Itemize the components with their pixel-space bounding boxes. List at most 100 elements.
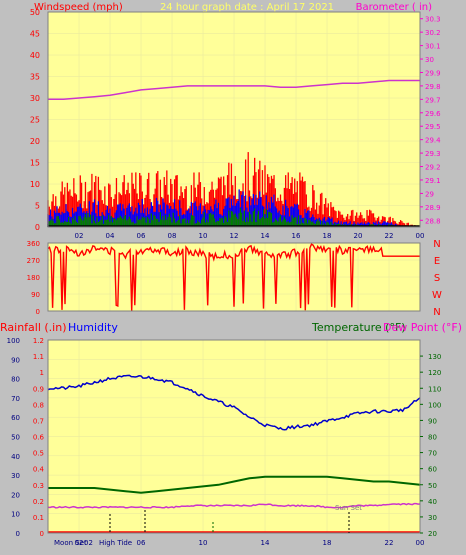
- wind-x-tick: 18: [323, 232, 332, 240]
- compass-letter: S: [434, 273, 440, 284]
- wind-x-tick: 02: [75, 232, 84, 240]
- high-tide-label: High Tide: [99, 539, 132, 547]
- temperature-y-tick: 90: [428, 417, 437, 425]
- temperature-y-tick: 130: [428, 353, 441, 361]
- wind-x-tick: 06: [137, 232, 146, 240]
- humidity-y-tick: 20: [11, 491, 20, 499]
- compass-letter: W: [432, 290, 442, 301]
- wind-x-tick: 16: [292, 232, 301, 240]
- baro-y-tick: 29.5: [425, 123, 441, 131]
- humidity-y-tick: 30: [11, 472, 20, 480]
- humidity-y-tick: 40: [11, 453, 20, 461]
- lower-x-tick: 06: [137, 539, 146, 547]
- compass-letter: N: [433, 307, 440, 318]
- baro-y-tick: 29.4: [425, 137, 441, 145]
- baro-y-tick: 29: [425, 190, 434, 198]
- baro-y-tick: 29.7: [425, 96, 441, 104]
- rainfall-axis-title: Rainfall (.in): [0, 321, 67, 334]
- temperature-y-tick: 40: [428, 498, 437, 506]
- humidity-y-tick: 0: [16, 530, 20, 538]
- baro-y-tick: 28.8: [425, 217, 441, 225]
- baro-y-tick: 30: [425, 56, 434, 64]
- rainfall-y-tick: 0.1: [33, 514, 44, 522]
- baro-y-tick: 29.6: [425, 110, 441, 118]
- wind-x-tick: 08: [168, 232, 177, 240]
- temperature-y-tick: 100: [428, 401, 441, 409]
- wind-x-tick: 20: [354, 232, 363, 240]
- rainfall-y-tick: 1: [40, 369, 44, 377]
- baro-y-tick: 30.3: [425, 16, 441, 24]
- sun-set-label: Sun Set: [335, 504, 362, 512]
- rainfall-y-tick: 0.3: [33, 482, 44, 490]
- rainfall-y-tick: 0.8: [33, 401, 44, 409]
- temperature-axis-title: Temperature (°F): [311, 321, 406, 334]
- wind-direction-line: [47, 243, 420, 311]
- direction-y-tick: 180: [27, 274, 40, 282]
- rainfall-y-tick: 0: [40, 530, 44, 538]
- baro-y-tick: 29.8: [425, 83, 441, 91]
- wind-y-tick: 45: [30, 30, 40, 39]
- humidity-y-tick: 70: [11, 395, 20, 403]
- temperature-y-tick: 80: [428, 434, 437, 442]
- rainfall-y-tick: 0.5: [33, 450, 44, 458]
- windspeed-axis-title: Windspeed (mph): [34, 2, 123, 13]
- humidity-line: [47, 374, 421, 431]
- temperature-y-tick: 70: [428, 450, 437, 458]
- moon-set-label: Moon Set: [54, 539, 87, 547]
- direction-y-tick: 90: [31, 291, 40, 299]
- wind-x-tick: 10: [199, 232, 208, 240]
- wind-y-tick: 15: [30, 159, 40, 168]
- baro-y-tick: 29.1: [425, 177, 441, 185]
- direction-y-tick: 0: [36, 308, 40, 316]
- compass-letter: E: [434, 256, 440, 267]
- baro-y-tick: 30.2: [425, 29, 441, 37]
- rainfall-y-tick: 1.1: [33, 353, 44, 361]
- lower-x-tick: 14: [261, 539, 270, 547]
- temperature-line: [48, 475, 421, 494]
- rainfall-y-tick: 0.4: [33, 466, 45, 474]
- barometer-axis-title: Barometer ( in): [356, 2, 432, 13]
- baro-y-tick: 30.1: [425, 43, 441, 51]
- wind-y-tick: 5: [35, 202, 40, 211]
- wind-y-tick: 0: [35, 223, 40, 232]
- direction-y-tick: 360: [27, 240, 40, 248]
- rainfall-y-tick: 0.7: [33, 417, 44, 425]
- lower-x-tick: 02: [75, 539, 84, 547]
- dewpoint-line: [47, 502, 421, 509]
- rainfall-y-tick: 0.6: [33, 434, 45, 442]
- wind-y-tick: 10: [30, 180, 40, 189]
- lower-x-tick: 00: [416, 539, 425, 547]
- temperature-y-tick: 120: [428, 369, 441, 377]
- temperature-y-tick: 110: [428, 385, 441, 393]
- wind-y-tick: 30: [30, 94, 40, 103]
- barometer-line: [48, 79, 420, 101]
- humidity-y-tick: 100: [7, 337, 20, 345]
- direction-y-tick: 270: [27, 257, 40, 265]
- wind-x-tick: 14: [261, 232, 270, 240]
- baro-y-tick: 29.2: [425, 164, 441, 172]
- humidity-y-tick: 80: [11, 376, 20, 384]
- wind-y-tick: 50: [30, 8, 40, 17]
- humidity-y-tick: 50: [11, 434, 20, 442]
- baro-y-tick: 28.9: [425, 204, 441, 212]
- lower-x-tick: 22: [385, 539, 394, 547]
- temperature-y-tick: 50: [428, 482, 437, 490]
- dewpoint-axis-title: Dew Point (°F): [383, 321, 462, 334]
- wind-y-tick: 35: [30, 73, 40, 82]
- temperature-y-tick: 20: [428, 530, 437, 538]
- wind-x-tick: 00: [416, 232, 425, 240]
- wind-x-tick: 12: [230, 232, 239, 240]
- rainfall-y-tick: 0.2: [33, 498, 44, 506]
- humidity-y-tick: 60: [11, 414, 20, 422]
- moon-set-02-label: 02: [84, 539, 93, 547]
- rainfall-y-tick: 0.9: [33, 385, 44, 393]
- temperature-y-tick: 60: [428, 466, 437, 474]
- graph-title: 24 hour graph date : April 17 2021: [160, 2, 334, 13]
- humidity-y-tick: 10: [11, 511, 20, 519]
- lower-x-tick: 18: [323, 539, 332, 547]
- humidity-axis-title: Humidity: [68, 321, 118, 334]
- rainfall-y-tick: 1.2: [33, 337, 44, 345]
- wind-x-tick: 04: [106, 232, 115, 240]
- baro-y-tick: 29.3: [425, 150, 441, 158]
